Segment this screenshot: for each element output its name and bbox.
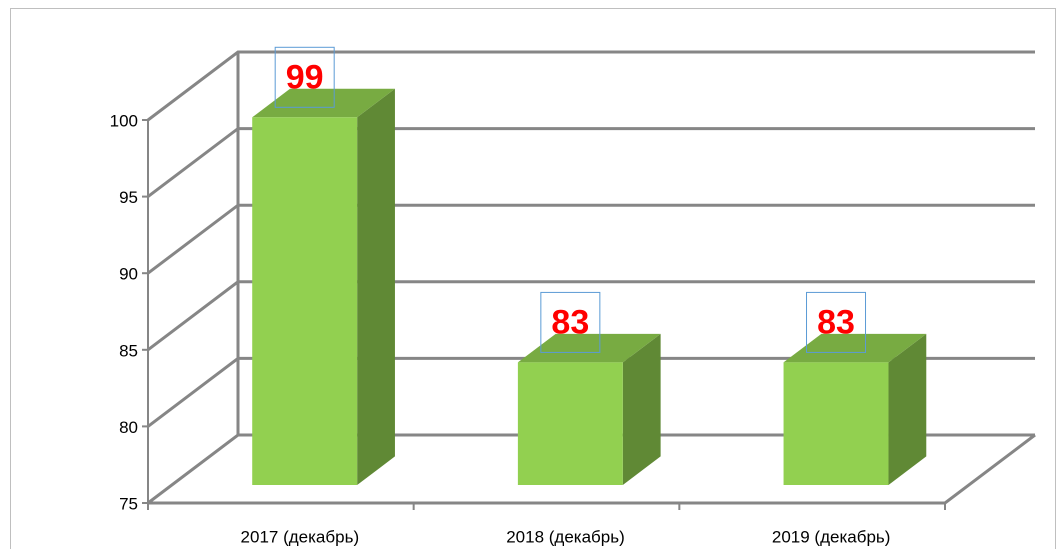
- bar-front: [783, 362, 889, 485]
- bar-side: [357, 88, 395, 485]
- y-tick-label: 85: [119, 341, 138, 360]
- value-label: 83: [817, 303, 855, 341]
- bar-side: [622, 333, 661, 485]
- bar-front: [252, 117, 358, 485]
- bar-top: [252, 88, 395, 118]
- value-label-box: [806, 291, 867, 353]
- bar: [252, 88, 395, 485]
- grid-line: [147, 127, 1035, 198]
- bar-front: [517, 362, 623, 485]
- value-label: 99: [286, 58, 324, 96]
- y-tick-label: 95: [119, 188, 138, 207]
- value-label: 83: [551, 303, 589, 341]
- bar-top: [517, 333, 661, 363]
- grid-line: [147, 280, 1035, 351]
- y-tick-label: 80: [119, 418, 138, 437]
- bar: [783, 333, 927, 485]
- x-tick-label: 2019 (декабрь): [772, 527, 891, 546]
- bar: [517, 333, 661, 485]
- y-tick-label: 75: [119, 494, 138, 513]
- y-tick-label: 90: [119, 265, 138, 284]
- bar-top: [783, 333, 927, 363]
- grid-line: [147, 50, 1035, 122]
- grid-line: [147, 433, 1035, 505]
- x-tick-label: 2017 (декабрь): [241, 527, 360, 546]
- grid-line: [147, 356, 1035, 428]
- value-label-box: [274, 46, 335, 108]
- bar-side: [888, 333, 927, 485]
- grid-line: [147, 203, 1035, 275]
- value-label-box: [540, 291, 601, 353]
- x-tick-label: 2018 (декабрь): [506, 527, 625, 546]
- y-tick-label: 100: [110, 111, 138, 130]
